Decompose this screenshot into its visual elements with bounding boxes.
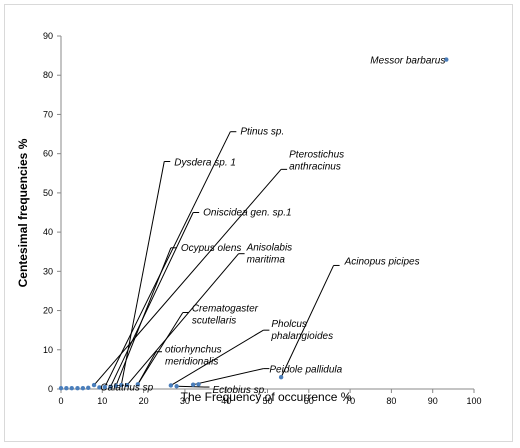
data-point — [444, 57, 449, 62]
leader-line — [93, 169, 282, 386]
axes: 0 10 20 30 40 50 60 70 80 90 0 10 20 30 40 50 60 70 80 90 10… — [43, 31, 482, 406]
y-tick-label: 70 — [43, 109, 53, 119]
y-tick-label: 40 — [43, 227, 53, 237]
annotation-line: Messor barbarus — [370, 56, 445, 67]
data-point — [168, 383, 174, 388]
leader-line — [137, 312, 184, 385]
annotation-label: Ocypus olens — [181, 243, 242, 254]
annotation-label: Pholcus phalangioides — [270, 319, 333, 342]
annotation-line: Acinopus picipes — [344, 256, 420, 267]
data-point — [119, 382, 124, 388]
leader-line — [137, 351, 157, 385]
data-point — [174, 384, 179, 389]
data-point — [69, 386, 74, 391]
data-point — [108, 384, 113, 389]
annotation-label: Anisolabis maritima — [246, 243, 293, 266]
annotation-label: Peidole pallidula — [269, 365, 342, 376]
data-point — [196, 382, 201, 387]
annotation-line: Peidole pallidula — [269, 365, 342, 376]
x-tick-label: 10 — [97, 396, 107, 406]
leader-line — [193, 368, 264, 386]
annotation-label: Dysdera sp. 1 — [174, 158, 236, 169]
x-tick-label: 70 — [345, 396, 355, 406]
y-tick-label: 0 — [48, 384, 53, 394]
annotation-label: Messor barbarus — [370, 56, 445, 67]
annotation-line: Pterostichus — [289, 149, 344, 160]
y-tick-label: 10 — [43, 345, 53, 355]
x-axis-title: The Frequency of occurrence % — [181, 390, 352, 404]
leader-line — [110, 212, 194, 387]
data-point — [124, 382, 130, 388]
annotation-label: Ptinus sp. — [240, 127, 284, 138]
leader-line — [170, 329, 264, 386]
annotation-label: Pterostichus anthracinus — [289, 149, 344, 172]
data-point — [113, 383, 119, 389]
leader-lines — [93, 131, 340, 388]
annotation-label: Crematogaster scutellaris — [192, 304, 259, 327]
annotation-line: meridionalis — [165, 357, 218, 368]
x-tick-label: 100 — [466, 396, 481, 406]
y-axis-title: Centesimal frequencies % — [16, 138, 30, 287]
chart-frame — [4, 4, 513, 442]
x-tick-label: 20 — [139, 396, 149, 406]
data-point — [86, 385, 91, 391]
data-point — [64, 386, 69, 391]
annotation-line: Calathus sp — [100, 382, 153, 393]
annotations: Messor barbarus Ptinus sp. Dysdera sp. 1 Pt… — [100, 56, 445, 397]
x-tick-label: 60 — [304, 396, 314, 406]
y-tick-label: 60 — [43, 149, 53, 159]
data-point — [97, 385, 102, 390]
y-tick-label: 80 — [43, 70, 53, 80]
annotation-line: Anisolabis — [246, 243, 293, 254]
annotation-label: Oniscidea gen. sp.1 — [203, 208, 291, 219]
data-point — [80, 386, 86, 391]
annotation-line: Dysdera sp. 1 — [174, 158, 236, 169]
leader-line — [126, 253, 239, 386]
annotation-line: Ptinus sp. — [240, 127, 284, 138]
annotation-label: Acinopus picipes — [344, 256, 420, 267]
annotation-line: Ectobius sp. — [212, 385, 266, 396]
data-point — [75, 386, 80, 391]
leader-line — [280, 265, 335, 378]
annotation-line: Pholcus — [271, 319, 307, 330]
annotation-label: Ectobius sp. — [212, 385, 266, 396]
y-tick-label: 50 — [43, 188, 53, 198]
y-tick-label: 90 — [43, 31, 53, 41]
data-points — [58, 57, 449, 391]
data-point — [102, 384, 107, 390]
annotation-line: maritima — [247, 255, 286, 266]
annotation-line: scutellaris — [192, 316, 236, 327]
data-point — [58, 386, 64, 391]
x-tick-label: 90 — [428, 396, 438, 406]
annotation-line: anthracinus — [289, 161, 341, 172]
y-tick-label: 20 — [43, 306, 53, 316]
leader-line — [104, 131, 231, 388]
leader-line — [115, 247, 172, 387]
annotation-line: phalangioides — [270, 331, 333, 342]
data-point — [190, 382, 196, 387]
x-tick-label: 40 — [221, 396, 231, 406]
annotation-label: Calathus sp — [100, 382, 153, 393]
data-point — [135, 382, 141, 387]
data-point — [91, 382, 97, 388]
leader-line — [176, 385, 204, 388]
data-point — [278, 375, 284, 380]
y-tick-label: 30 — [43, 266, 53, 276]
annotation-line: Oniscidea gen. sp.1 — [203, 208, 291, 219]
x-tick-label: 30 — [180, 396, 190, 406]
annotation-line: otiorhynchus — [165, 345, 222, 356]
annotation-line: Ocypus olens — [181, 243, 242, 254]
x-tick-label: 0 — [58, 396, 63, 406]
x-tick-label: 80 — [386, 396, 396, 406]
annotation-label: otiorhynchus meridionalis — [165, 345, 222, 368]
annotation-line: Crematogaster — [192, 304, 259, 315]
x-tick-label: 50 — [262, 396, 272, 406]
